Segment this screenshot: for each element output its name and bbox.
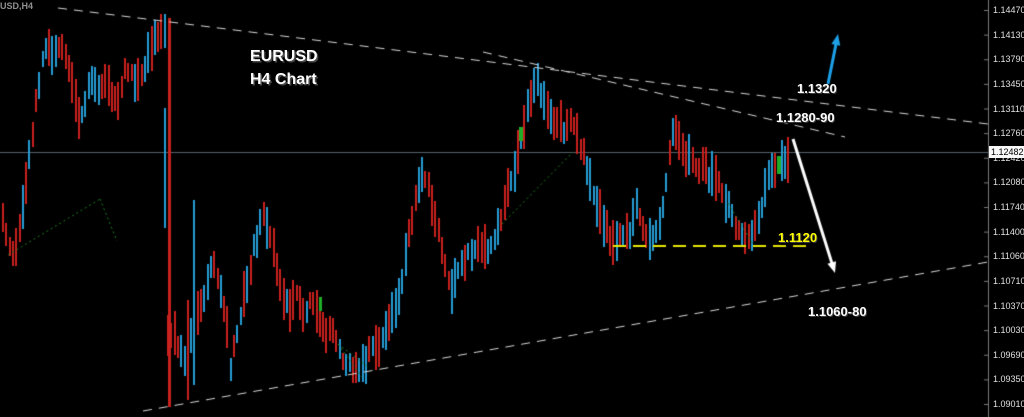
support-level-label: 1.1120	[778, 230, 818, 245]
symbol-period-watermark: USD,H4	[0, 1, 34, 11]
price-tick-label: 1.10370	[993, 300, 1024, 311]
price-tick-label: 1.12080	[993, 177, 1024, 188]
price-tick-label: 1.11400	[993, 226, 1024, 237]
price-tick-label: 1.14130	[993, 29, 1024, 40]
resistance-zone-label: 1.1280-90	[776, 110, 835, 125]
price-tick-label: 1.10030	[993, 325, 1024, 336]
price-tick-label: 1.13450	[993, 78, 1024, 89]
price-tick-label: 1.09690	[993, 349, 1024, 360]
price-tick-label: 1.09350	[993, 374, 1024, 385]
price-tick-label: 1.12760	[993, 128, 1024, 139]
price-tick-label: 1.14470	[993, 5, 1024, 15]
price-tick-label: 1.09010	[993, 399, 1024, 409]
price-tick-label: 1.11060	[993, 251, 1024, 262]
current-price-label: 1.12482	[989, 146, 1024, 158]
support-zone-label: 1.1060-80	[808, 304, 867, 319]
resistance-target-label: 1.1320	[797, 81, 837, 96]
price-tick-label: 1.13110	[993, 103, 1024, 114]
chart-title-timeframe: H4 Chart	[250, 71, 317, 88]
chart-title-symbol: EURUSD	[250, 48, 318, 65]
price-tick-label: 1.10710	[993, 275, 1024, 286]
price-tick-label: 1.13790	[993, 54, 1024, 65]
price-tick-label: 1.11740	[993, 202, 1024, 212]
